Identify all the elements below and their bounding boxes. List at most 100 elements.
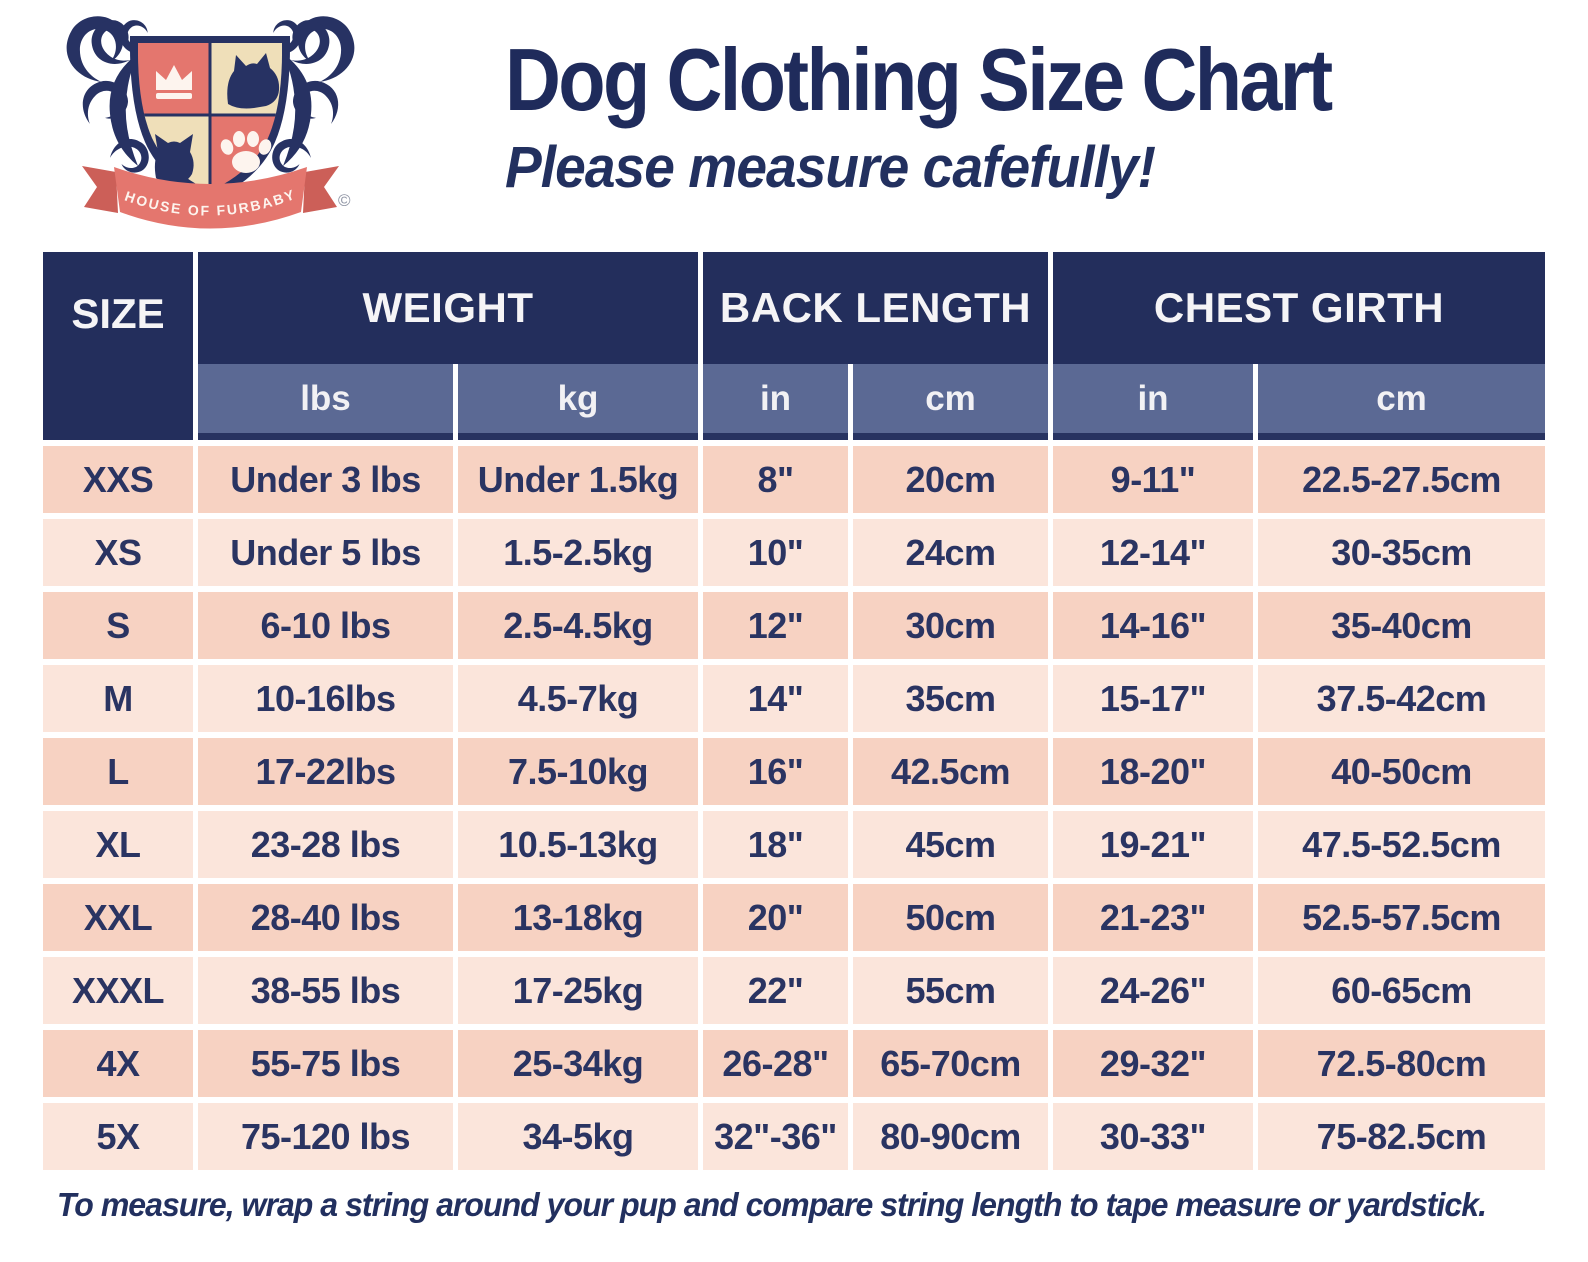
cell-chest-girth-cm: 35-40cm xyxy=(1258,592,1545,659)
table-row: 5X 75-120 lbs 34-5kg 32"-36" 80-90cm 30-33" 75… xyxy=(43,1103,1545,1170)
cell-back-length-in: 32"-36" xyxy=(703,1103,848,1170)
column-header-size: SIZE xyxy=(43,252,193,440)
cell-weight-lbs: 55-75 lbs xyxy=(198,1030,453,1097)
table-row: 4X 55-75 lbs 25-34kg 26-28" 65-70cm 29-32" 72.… xyxy=(43,1030,1545,1097)
cell-chest-girth-in: 24-26" xyxy=(1053,957,1253,1024)
cell-chest-girth-in: 15-17" xyxy=(1053,665,1253,732)
cell-back-length-in: 8" xyxy=(703,446,848,513)
cell-weight-lbs: 28-40 lbs xyxy=(198,884,453,951)
house-of-furbaby-logo: HOUSE OF FURBABY © xyxy=(58,10,363,235)
table-row: XS Under 5 lbs 1.5-2.5kg 10" 24cm 12-14" 30-35… xyxy=(43,519,1545,586)
unit-header-back-in: in xyxy=(703,364,848,440)
table-row: XXS Under 3 lbs Under 1.5kg 8" 20cm 9-11" 22.5… xyxy=(43,446,1545,513)
cell-back-length-in: 14" xyxy=(703,665,848,732)
cell-size: XL xyxy=(43,811,193,878)
dog-icon xyxy=(227,53,280,109)
cell-size: L xyxy=(43,738,193,805)
cell-weight-lbs: 10-16lbs xyxy=(198,665,453,732)
page-subtitle: Please measure cafefully! xyxy=(505,135,1156,201)
cell-weight-lbs: 38-55 lbs xyxy=(198,957,453,1024)
cell-back-length-cm: 20cm xyxy=(853,446,1048,513)
cell-size: XXXL xyxy=(43,957,193,1024)
shield xyxy=(129,36,291,200)
cell-back-length-in: 22" xyxy=(703,957,848,1024)
cell-weight-kg: 13-18kg xyxy=(458,884,698,951)
table-row: L 17-22lbs 7.5-10kg 16" 42.5cm 18-20" 40-50cm xyxy=(43,738,1545,805)
cell-back-length-in: 20" xyxy=(703,884,848,951)
cell-back-length-cm: 55cm xyxy=(853,957,1048,1024)
cell-back-length-in: 26-28" xyxy=(703,1030,848,1097)
table-row: M 10-16lbs 4.5-7kg 14" 35cm 15-17" 37.5-42cm xyxy=(43,665,1545,732)
cell-weight-kg: Under 1.5kg xyxy=(458,446,698,513)
cell-weight-lbs: 75-120 lbs xyxy=(198,1103,453,1170)
cell-chest-girth-in: 12-14" xyxy=(1053,519,1253,586)
cell-back-length-in: 10" xyxy=(703,519,848,586)
table-body: XXS Under 3 lbs Under 1.5kg 8" 20cm 9-11" 22.5… xyxy=(43,446,1545,1170)
cell-back-length-cm: 24cm xyxy=(853,519,1048,586)
cell-back-length-cm: 45cm xyxy=(853,811,1048,878)
measuring-note: To measure, wrap a string around your pu… xyxy=(56,1186,1487,1223)
cell-back-length-cm: 35cm xyxy=(853,665,1048,732)
cell-weight-kg: 10.5-13kg xyxy=(458,811,698,878)
cell-weight-lbs: Under 5 lbs xyxy=(198,519,453,586)
cell-chest-girth-in: 9-11" xyxy=(1053,446,1253,513)
crest-logo-graphic: HOUSE OF FURBABY © xyxy=(66,13,355,229)
paw-icon xyxy=(220,131,272,173)
page-title: Dog Clothing Size Chart xyxy=(505,30,1333,129)
column-header-back-length: BACK LENGTH xyxy=(703,252,1048,364)
cell-chest-girth-cm: 40-50cm xyxy=(1258,738,1545,805)
cell-chest-girth-in: 14-16" xyxy=(1053,592,1253,659)
column-header-chest-girth: CHEST GIRTH xyxy=(1053,252,1545,364)
cell-weight-kg: 1.5-2.5kg xyxy=(458,519,698,586)
cell-chest-girth-in: 29-32" xyxy=(1053,1030,1253,1097)
cell-chest-girth-cm: 52.5-57.5cm xyxy=(1258,884,1545,951)
cell-size: M xyxy=(43,665,193,732)
unit-header-weight-lbs: lbs xyxy=(198,364,453,440)
table-header: SIZE WEIGHT BACK LENGTH CHEST GIRTH lbs … xyxy=(43,252,1545,440)
cell-chest-girth-in: 30-33" xyxy=(1053,1103,1253,1170)
cell-chest-girth-in: 19-21" xyxy=(1053,811,1253,878)
cell-back-length-cm: 42.5cm xyxy=(853,738,1048,805)
size-chart-table: SIZE WEIGHT BACK LENGTH CHEST GIRTH lbs … xyxy=(43,252,1545,1176)
cell-back-length-in: 18" xyxy=(703,811,848,878)
cell-size: S xyxy=(43,592,193,659)
cell-back-length-cm: 65-70cm xyxy=(853,1030,1048,1097)
cell-back-length-in: 12" xyxy=(703,592,848,659)
copyright-mark: © xyxy=(338,191,351,210)
unit-header-back-cm: cm xyxy=(853,364,1048,440)
cat-icon xyxy=(154,134,194,184)
table-row: S 6-10 lbs 2.5-4.5kg 12" 30cm 14-16" 35-40cm xyxy=(43,592,1545,659)
cell-weight-lbs: 17-22lbs xyxy=(198,738,453,805)
cell-weight-kg: 4.5-7kg xyxy=(458,665,698,732)
cell-chest-girth-cm: 72.5-80cm xyxy=(1258,1030,1545,1097)
column-header-weight: WEIGHT xyxy=(198,252,698,364)
table-row: XXXL 38-55 lbs 17-25kg 22" 55cm 24-26" 60-65cm xyxy=(43,957,1545,1024)
cell-weight-lbs: Under 3 lbs xyxy=(198,446,453,513)
crown-icon xyxy=(156,65,192,99)
cell-weight-kg: 17-25kg xyxy=(458,957,698,1024)
cell-weight-lbs: 23-28 lbs xyxy=(198,811,453,878)
table-row: XL 23-28 lbs 10.5-13kg 18" 45cm 19-21" 47.5-52… xyxy=(43,811,1545,878)
cell-chest-girth-cm: 22.5-27.5cm xyxy=(1258,446,1545,513)
cell-back-length-in: 16" xyxy=(703,738,848,805)
unit-header-weight-kg: kg xyxy=(458,364,698,440)
cell-chest-girth-in: 21-23" xyxy=(1053,884,1253,951)
flourish-right-ornament xyxy=(259,13,355,214)
cell-chest-girth-cm: 47.5-52.5cm xyxy=(1258,811,1545,878)
cell-weight-kg: 34-5kg xyxy=(458,1103,698,1170)
cell-chest-girth-cm: 60-65cm xyxy=(1258,957,1545,1024)
cell-back-length-cm: 80-90cm xyxy=(853,1103,1048,1170)
cell-weight-kg: 7.5-10kg xyxy=(458,738,698,805)
cell-chest-girth-in: 18-20" xyxy=(1053,738,1253,805)
flourish-left-ornament xyxy=(66,13,162,214)
cell-back-length-cm: 50cm xyxy=(853,884,1048,951)
ribbon-banner: HOUSE OF FURBABY xyxy=(82,166,339,229)
cell-chest-girth-cm: 37.5-42cm xyxy=(1258,665,1545,732)
cell-size: XS xyxy=(43,519,193,586)
table-row: XXL 28-40 lbs 13-18kg 20" 50cm 21-23" 52.5-57.… xyxy=(43,884,1545,951)
cell-weight-kg: 2.5-4.5kg xyxy=(458,592,698,659)
unit-header-chest-in: in xyxy=(1053,364,1253,440)
title-block: Dog Clothing Size Chart Please measure c… xyxy=(505,30,1443,201)
cell-size: XXL xyxy=(43,884,193,951)
cell-back-length-cm: 30cm xyxy=(853,592,1048,659)
